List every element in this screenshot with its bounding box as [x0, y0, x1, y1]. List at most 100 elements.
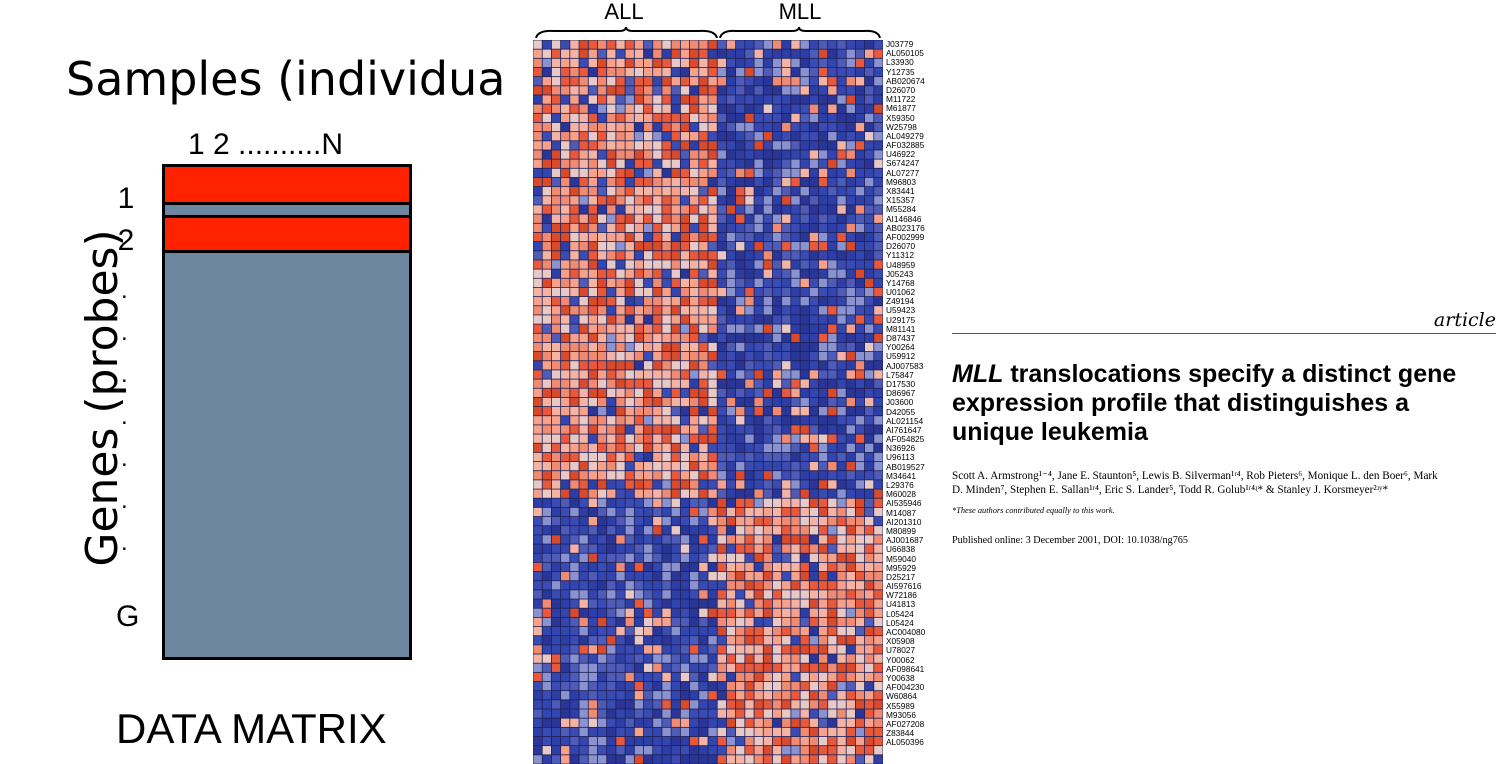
heatmap-cell [828, 718, 837, 727]
heatmap-cell [588, 104, 598, 113]
heatmap-cell [726, 397, 736, 407]
heatmap-cell [542, 141, 552, 150]
heatmap-cell [874, 425, 883, 434]
heatmap-cell [533, 388, 542, 398]
heatmap-cell [607, 132, 616, 141]
heatmap-cell [846, 562, 855, 572]
heatmap-cell [570, 553, 579, 562]
heatmap-cell [533, 278, 542, 288]
heatmap-cell [551, 755, 561, 764]
heatmap-cell [680, 608, 690, 617]
probe-id: AL07277 [886, 167, 920, 178]
heatmap-cell [625, 480, 634, 489]
row-ellipsis: . [121, 319, 128, 346]
heatmap-cell [717, 113, 727, 123]
heatmap-cell [699, 544, 708, 553]
heatmap-cell [828, 663, 837, 672]
heatmap-cell [579, 278, 588, 288]
heatmap-cell [689, 388, 699, 398]
heatmap-cell [597, 269, 607, 278]
heatmap-cell [726, 214, 736, 223]
heatmap-cell [699, 324, 708, 333]
heatmap-cell [745, 232, 754, 242]
heatmap-cell [551, 645, 561, 654]
heatmap-cell [607, 452, 616, 462]
heatmap-cell [551, 516, 561, 526]
heatmap-cell [607, 581, 616, 590]
heatmap-cell [809, 306, 819, 315]
heatmap-cell [570, 617, 579, 627]
heatmap-cell [791, 571, 800, 581]
heatmap-cell [662, 526, 671, 535]
heatmap-cell [874, 718, 883, 727]
heatmap-cell [864, 636, 874, 645]
heatmap-cell [533, 498, 542, 507]
heatmap-cell [782, 562, 791, 572]
heatmap-cell [772, 406, 782, 416]
heatmap-cell [607, 388, 616, 398]
heatmap-cell [828, 223, 837, 233]
heatmap-cell [864, 223, 874, 233]
heatmap-cell [864, 324, 874, 333]
heatmap-cell [837, 700, 846, 709]
heatmap-cell [561, 333, 570, 343]
heatmap-cell [828, 507, 837, 517]
heatmap-cell [689, 104, 699, 113]
heatmap-cell [616, 397, 625, 407]
heatmap-cell [616, 333, 625, 343]
heatmap-cell [542, 388, 552, 398]
heatmap-cell [874, 306, 883, 315]
heatmap-cell [570, 379, 579, 388]
heatmap-cell [634, 361, 644, 370]
group-braces [535, 26, 881, 39]
heatmap-cell [579, 260, 588, 269]
heatmap-cell [782, 406, 791, 416]
heatmap-cell [570, 471, 579, 480]
heatmap-cell [754, 177, 763, 187]
heatmap-cell [791, 590, 800, 599]
heatmap-cell [689, 333, 699, 343]
heatmap-cell [643, 672, 653, 682]
heatmap-cell [800, 168, 809, 178]
heatmap-cell [864, 370, 874, 379]
probe-id: AB019527 [886, 461, 925, 472]
heatmap-cell [588, 205, 598, 214]
heatmap-cell [754, 645, 763, 654]
heatmap-cell [680, 315, 690, 324]
heatmap-cell [662, 77, 671, 86]
heatmap-cell [800, 617, 809, 627]
heatmap-cell [726, 278, 736, 288]
heatmap-cell [818, 581, 828, 590]
heatmap-cell [561, 40, 570, 49]
heatmap-cell [634, 746, 644, 755]
probe-id: AF032885 [886, 140, 925, 151]
heatmap-cell [634, 736, 644, 746]
heatmap-cell [809, 205, 819, 214]
heatmap-cell [736, 608, 745, 617]
heatmap-cell [542, 342, 552, 352]
heatmap-cell [625, 672, 634, 682]
heatmap-cell [809, 553, 819, 562]
heatmap-cell [588, 507, 598, 517]
heatmap-cell [634, 590, 644, 599]
heatmap-cell [616, 232, 625, 242]
heatmap-cell [818, 691, 828, 700]
heatmap-cell [662, 691, 671, 700]
heatmap-cell [634, 251, 644, 260]
heatmap-cell [570, 571, 579, 581]
heatmap-cell [561, 526, 570, 535]
heatmap-cell [597, 654, 607, 663]
heatmap-cell [561, 269, 570, 278]
heatmap-cell [818, 370, 828, 379]
heatmap-cell [607, 77, 616, 86]
heatmap-cell [809, 351, 819, 361]
heatmap-cell [800, 562, 809, 572]
heatmap-cell [662, 159, 671, 168]
heatmap-cell [643, 727, 653, 737]
heatmap-cell [662, 590, 671, 599]
heatmap-cell [846, 324, 855, 333]
heatmap-cell [726, 526, 736, 535]
heatmap-cell [754, 443, 763, 452]
heatmap-cell [570, 480, 579, 489]
heatmap-cell [717, 287, 727, 297]
